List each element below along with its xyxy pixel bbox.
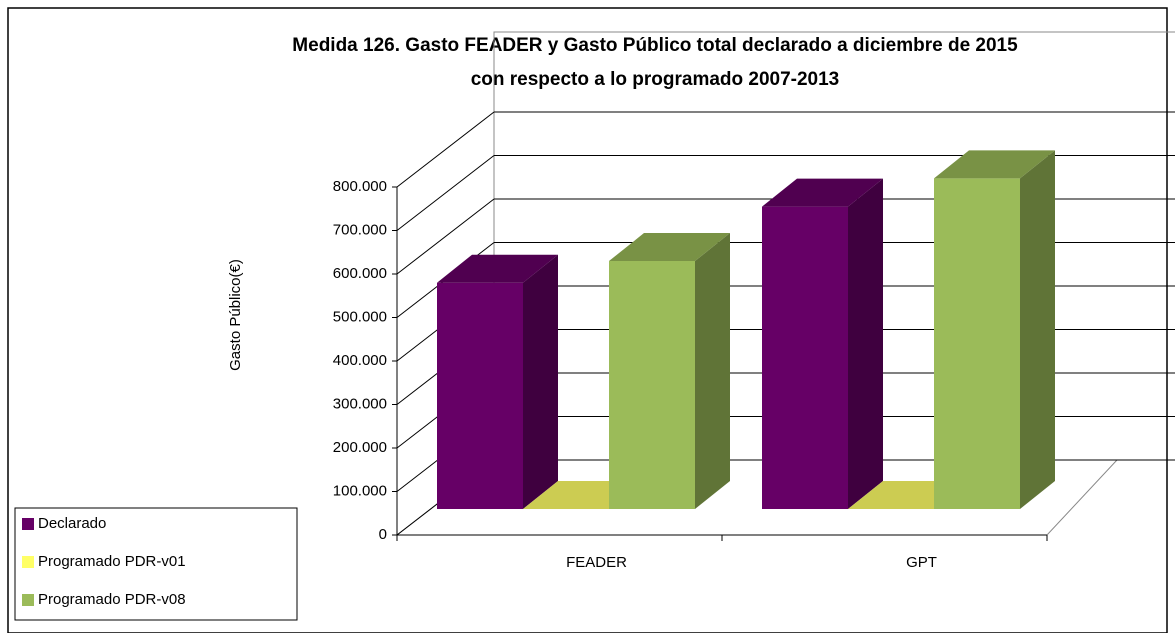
bar-top (934, 150, 1055, 179)
y-axis-label: Gasto Público(€) (227, 259, 244, 371)
bar-side (1020, 150, 1055, 509)
legend-box (14, 507, 298, 621)
x-tick-label: FEADER (566, 554, 627, 571)
y-tick-label: 400.000 (333, 352, 387, 369)
chart-title: con respecto a lo programado 2007-2013 (471, 69, 840, 90)
bar-side (695, 233, 730, 510)
legend-label: Programado PDR-v08 (38, 591, 186, 608)
y-tick-label: 700.000 (333, 221, 387, 238)
y-tick-label: 200.000 (333, 439, 387, 456)
bar-front (934, 178, 1020, 509)
legend-swatch (22, 518, 34, 530)
bar-side (523, 254, 558, 509)
bar (762, 178, 883, 510)
x-tick-label: GPT (906, 554, 937, 571)
y-tick-label: 500.000 (333, 308, 387, 325)
legend-swatch (22, 594, 34, 606)
bar (437, 254, 558, 509)
bar-front (437, 282, 523, 509)
bar-top (609, 233, 730, 262)
bar (609, 233, 730, 510)
bar-top (437, 254, 558, 283)
y-tick-label: 600.000 (333, 265, 387, 282)
legend-label: Declarado (38, 515, 106, 532)
legend-label: Programado PDR-v01 (38, 553, 186, 570)
grid-line (396, 111, 495, 188)
grid-line (396, 155, 495, 231)
grid-line (396, 198, 495, 275)
bar (934, 150, 1055, 509)
legend-swatch (22, 556, 34, 568)
y-tick-label: 100.000 (333, 482, 387, 499)
y-tick-label: 300.000 (333, 395, 387, 412)
bar-front (609, 261, 695, 509)
chart-title: Medida 126. Gasto FEADER y Gasto Público… (292, 35, 1018, 56)
bar-front (762, 206, 848, 510)
bar-top (762, 178, 883, 207)
bar-side (848, 178, 883, 510)
y-tick-label: 0 (379, 526, 387, 543)
y-tick-label: 800.000 (333, 178, 387, 195)
